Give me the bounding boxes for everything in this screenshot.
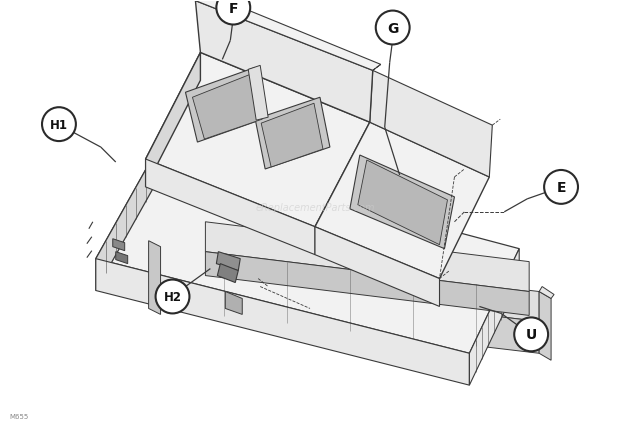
Polygon shape: [116, 252, 128, 264]
Polygon shape: [370, 71, 492, 178]
Text: eReplacementParts.com: eReplacementParts.com: [255, 202, 374, 212]
Polygon shape: [146, 53, 200, 187]
Polygon shape: [261, 104, 323, 167]
Polygon shape: [225, 292, 242, 315]
Polygon shape: [161, 247, 539, 322]
Polygon shape: [315, 123, 489, 279]
Polygon shape: [185, 68, 268, 143]
Text: E: E: [556, 181, 566, 194]
Polygon shape: [113, 239, 125, 251]
Polygon shape: [96, 153, 156, 291]
Polygon shape: [248, 66, 268, 121]
Text: F: F: [229, 2, 238, 15]
Polygon shape: [539, 287, 554, 299]
Text: U: U: [526, 328, 537, 342]
Polygon shape: [358, 161, 448, 245]
Circle shape: [544, 170, 578, 204]
Polygon shape: [195, 0, 381, 71]
Polygon shape: [255, 98, 330, 170]
Polygon shape: [469, 249, 519, 385]
Circle shape: [514, 318, 548, 351]
Text: H2: H2: [164, 290, 182, 303]
Polygon shape: [216, 252, 241, 271]
Polygon shape: [146, 160, 315, 255]
Text: M655: M655: [9, 413, 29, 419]
Circle shape: [42, 108, 76, 142]
Circle shape: [156, 280, 190, 314]
Polygon shape: [161, 277, 539, 354]
Circle shape: [216, 0, 250, 26]
Polygon shape: [195, 2, 373, 123]
Polygon shape: [205, 222, 529, 292]
Polygon shape: [218, 264, 238, 283]
Circle shape: [376, 12, 410, 45]
Text: G: G: [387, 21, 399, 35]
Polygon shape: [146, 53, 370, 227]
Polygon shape: [149, 241, 161, 315]
Polygon shape: [539, 292, 551, 360]
Polygon shape: [205, 252, 529, 316]
Polygon shape: [96, 153, 519, 354]
Polygon shape: [315, 227, 440, 307]
Polygon shape: [96, 259, 469, 385]
Text: H1: H1: [50, 118, 68, 131]
Polygon shape: [192, 75, 262, 140]
Polygon shape: [350, 155, 454, 249]
